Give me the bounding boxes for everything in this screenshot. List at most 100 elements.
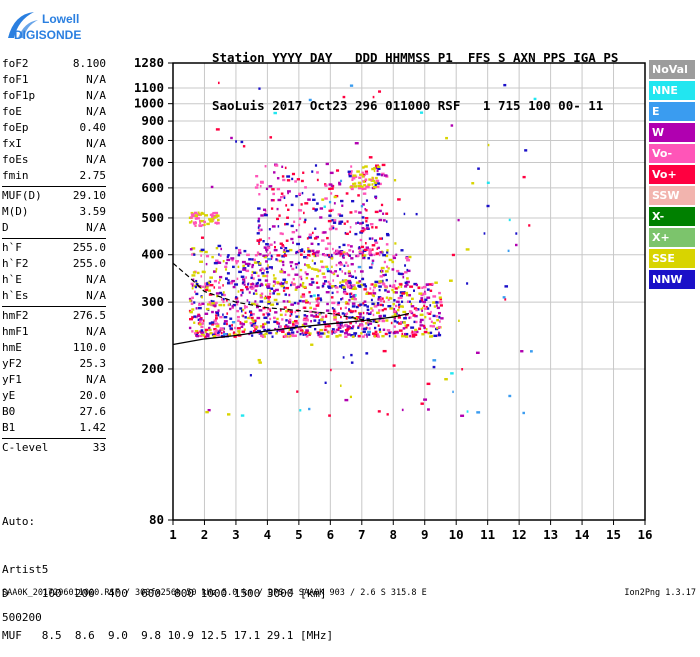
echo-point [248, 258, 252, 261]
echo-point [378, 90, 382, 93]
echo-point [255, 326, 258, 329]
echo-point [379, 237, 383, 240]
echo-point [395, 331, 399, 334]
echo-point [339, 268, 342, 271]
echo-point [345, 330, 348, 333]
echo-point [344, 398, 349, 402]
echo-point [287, 191, 289, 195]
echo-point [287, 332, 291, 336]
echo-point [363, 304, 367, 307]
echo-point [273, 171, 276, 174]
echo-point [224, 268, 228, 271]
echo-point [273, 111, 277, 115]
echo-point [372, 95, 375, 99]
echo-point [264, 295, 267, 298]
param-value: 20.0 [79, 389, 107, 402]
echo-point [267, 300, 271, 304]
echo-point [404, 314, 407, 317]
echo-point [360, 283, 364, 287]
echo-point [383, 300, 385, 303]
y-tick-label: 400 [141, 247, 164, 262]
echo-point [282, 263, 285, 267]
echo-point [192, 271, 196, 274]
echo-point [241, 291, 244, 294]
echo-point [252, 292, 255, 295]
echo-point [343, 292, 347, 295]
echo-point [368, 327, 371, 330]
echo-point [324, 197, 328, 200]
y-tick-label: 300 [141, 294, 164, 309]
echo-point [218, 303, 223, 307]
echo-point [203, 223, 206, 227]
echo-point [373, 294, 375, 298]
echo-point [279, 232, 283, 235]
echo-point [193, 253, 196, 256]
echo-point [361, 187, 364, 191]
echo-point [257, 358, 261, 362]
echo-point [286, 216, 289, 219]
echo-point [336, 313, 340, 316]
echo-point [380, 296, 382, 300]
echo-point [230, 257, 235, 260]
legend-item: E [649, 102, 695, 121]
echo-point [361, 335, 365, 338]
echo-point [253, 319, 257, 322]
echo-point [228, 303, 231, 306]
echo-point [223, 315, 228, 319]
echo-point [385, 285, 388, 288]
echo-point [377, 296, 382, 299]
echo-point [342, 356, 345, 359]
echo-point [258, 309, 263, 312]
echo-point [235, 246, 238, 250]
echo-point [331, 265, 333, 269]
echo-point [404, 291, 409, 295]
echo-point [255, 271, 258, 275]
echo-point [296, 178, 300, 181]
echo-point [423, 330, 428, 334]
echo-point [344, 328, 349, 332]
echo-point [331, 184, 334, 188]
echo-point [351, 335, 355, 338]
legend-item: SSW [649, 186, 695, 205]
logo-text-lowell: Lowell [42, 12, 80, 26]
echo-point [354, 276, 358, 279]
echo-point [364, 180, 367, 183]
echo-point [374, 196, 378, 200]
echo-point [315, 281, 319, 285]
echo-point [423, 304, 426, 308]
echo-point [344, 279, 348, 282]
echo-point [305, 329, 309, 332]
param-row: MUF(D) 29.10 [2, 188, 106, 204]
echo-point [280, 246, 283, 250]
echo-point [222, 291, 225, 294]
echo-point [193, 332, 198, 335]
param-group-profile: hmF2 276.5 hmF1 N/A hmE 110.0 yF2 25.3 yF1 N/A yE 2… [2, 308, 106, 436]
echo-point [399, 294, 404, 298]
echo-point [318, 335, 323, 338]
echo-point [317, 269, 320, 273]
echo-point [200, 219, 205, 223]
echo-point [317, 333, 321, 337]
echo-point [317, 302, 320, 305]
echo-point [289, 334, 292, 338]
echo-point [444, 378, 448, 381]
echo-point [332, 279, 335, 282]
echo-point [288, 328, 292, 332]
echo-point [368, 237, 372, 240]
echo-point [381, 309, 385, 312]
echo-point [245, 276, 248, 279]
param-label: foEs [2, 153, 29, 166]
echo-point [332, 314, 337, 317]
trace-curve [172, 312, 410, 346]
echo-point [264, 210, 267, 213]
x-tick-label: 13 [543, 527, 558, 542]
echo-point [281, 165, 284, 168]
echo-point [381, 172, 385, 176]
param-value: 1.42 [79, 421, 107, 434]
param-row: foF1p N/A [2, 88, 106, 104]
echo-point [400, 249, 404, 252]
echo-point [429, 335, 433, 338]
echo-point [228, 333, 232, 336]
echo-point [343, 222, 346, 225]
echo-point [413, 331, 417, 334]
